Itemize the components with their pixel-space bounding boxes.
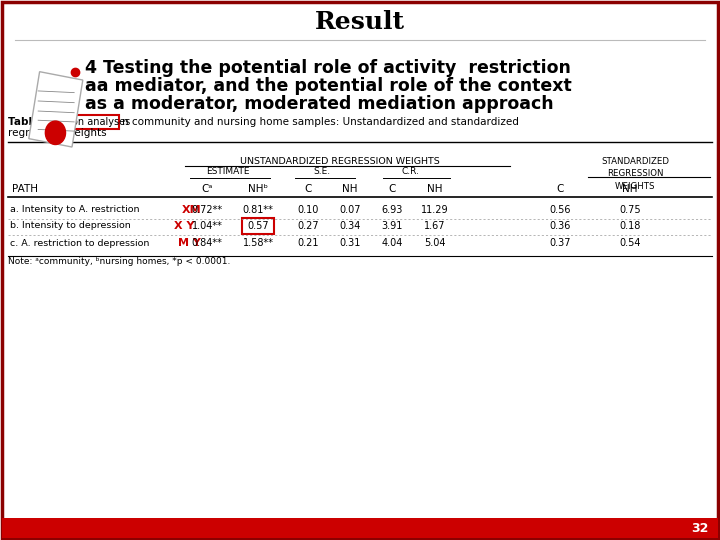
- Text: S.E.: S.E.: [313, 167, 330, 177]
- Text: 1.04**: 1.04**: [192, 221, 222, 231]
- Bar: [242, 218, 274, 234]
- Text: NH: NH: [427, 184, 443, 194]
- Text: 0.31: 0.31: [339, 238, 361, 248]
- Text: PATH: PATH: [12, 184, 38, 194]
- Text: 1.67: 1.67: [424, 221, 446, 231]
- Text: 0.84**: 0.84**: [192, 238, 222, 248]
- Text: 0.81**: 0.81**: [243, 205, 274, 215]
- Circle shape: [45, 121, 66, 145]
- Text: 32: 32: [691, 522, 708, 535]
- Text: a. Intensity to A. restriction: a. Intensity to A. restriction: [10, 206, 140, 214]
- Text: Mediation analyses: Mediation analyses: [36, 117, 130, 127]
- Text: aa mediator, and the potential role of the context: aa mediator, and the potential role of t…: [85, 77, 572, 95]
- Polygon shape: [29, 72, 83, 147]
- Text: XM: XM: [182, 205, 202, 215]
- Text: Cᵃ: Cᵃ: [202, 184, 212, 194]
- Text: 0.36: 0.36: [549, 221, 571, 231]
- Text: 0.27: 0.27: [297, 221, 319, 231]
- Text: M Y: M Y: [178, 238, 201, 248]
- Text: 5.04: 5.04: [424, 238, 446, 248]
- Text: 0.56: 0.56: [549, 205, 571, 215]
- Text: NH: NH: [622, 184, 638, 194]
- Text: as a moderator, moderated mediation approach: as a moderator, moderated mediation appr…: [85, 95, 554, 113]
- Text: C: C: [557, 184, 564, 194]
- Text: NH: NH: [342, 184, 358, 194]
- Text: 1.58**: 1.58**: [243, 238, 274, 248]
- Text: 0.18: 0.18: [619, 221, 641, 231]
- Text: Result: Result: [315, 10, 405, 34]
- Text: 4 Testing the potential role of activity  restriction: 4 Testing the potential role of activity…: [85, 59, 571, 77]
- Text: regression weights: regression weights: [8, 128, 107, 138]
- Text: NHᵇ: NHᵇ: [248, 184, 268, 194]
- Text: X Y: X Y: [174, 221, 194, 231]
- Text: C.R.: C.R.: [401, 167, 419, 177]
- Text: 0.34: 0.34: [339, 221, 361, 231]
- Bar: [47, 115, 119, 129]
- Text: c. A. restriction to depression: c. A. restriction to depression: [10, 239, 149, 247]
- Bar: [2, 518, 718, 538]
- Text: 0.07: 0.07: [339, 205, 361, 215]
- Text: n community and nursing home samples: Unstandardized and standardized: n community and nursing home samples: Un…: [122, 117, 519, 127]
- Text: STANDARDIZED
REGRESSION
WEIGHTS: STANDARDIZED REGRESSION WEIGHTS: [601, 157, 669, 191]
- Text: C: C: [388, 184, 396, 194]
- Text: b. Intensity to depression: b. Intensity to depression: [10, 221, 140, 231]
- Text: 0.21: 0.21: [297, 238, 319, 248]
- Text: 6.93: 6.93: [382, 205, 402, 215]
- Text: Table 3.: Table 3.: [8, 117, 54, 127]
- Text: C: C: [305, 184, 312, 194]
- Text: 4.04: 4.04: [382, 238, 402, 248]
- Text: 0.10: 0.10: [297, 205, 319, 215]
- Text: UNSTANDARDIZED REGRESSION WEIGHTS: UNSTANDARDIZED REGRESSION WEIGHTS: [240, 157, 440, 166]
- Text: ESTIMATE: ESTIMATE: [206, 167, 250, 177]
- Text: 11.29: 11.29: [421, 205, 449, 215]
- Text: 3.91: 3.91: [382, 221, 402, 231]
- Text: 0.75: 0.75: [619, 205, 641, 215]
- Text: 0.37: 0.37: [549, 238, 571, 248]
- Text: 0.54: 0.54: [619, 238, 641, 248]
- Text: Note: ᵃcommunity, ᵇnursing homes, *p < 0.0001.: Note: ᵃcommunity, ᵇnursing homes, *p < 0…: [8, 258, 230, 267]
- Text: 0.57: 0.57: [247, 221, 269, 231]
- Text: 0.72**: 0.72**: [192, 205, 222, 215]
